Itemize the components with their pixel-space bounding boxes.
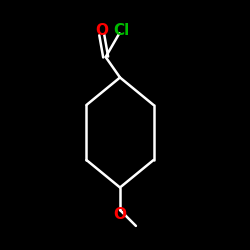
Text: Cl: Cl xyxy=(113,23,130,38)
Text: O: O xyxy=(113,207,126,222)
Text: O: O xyxy=(95,23,108,38)
